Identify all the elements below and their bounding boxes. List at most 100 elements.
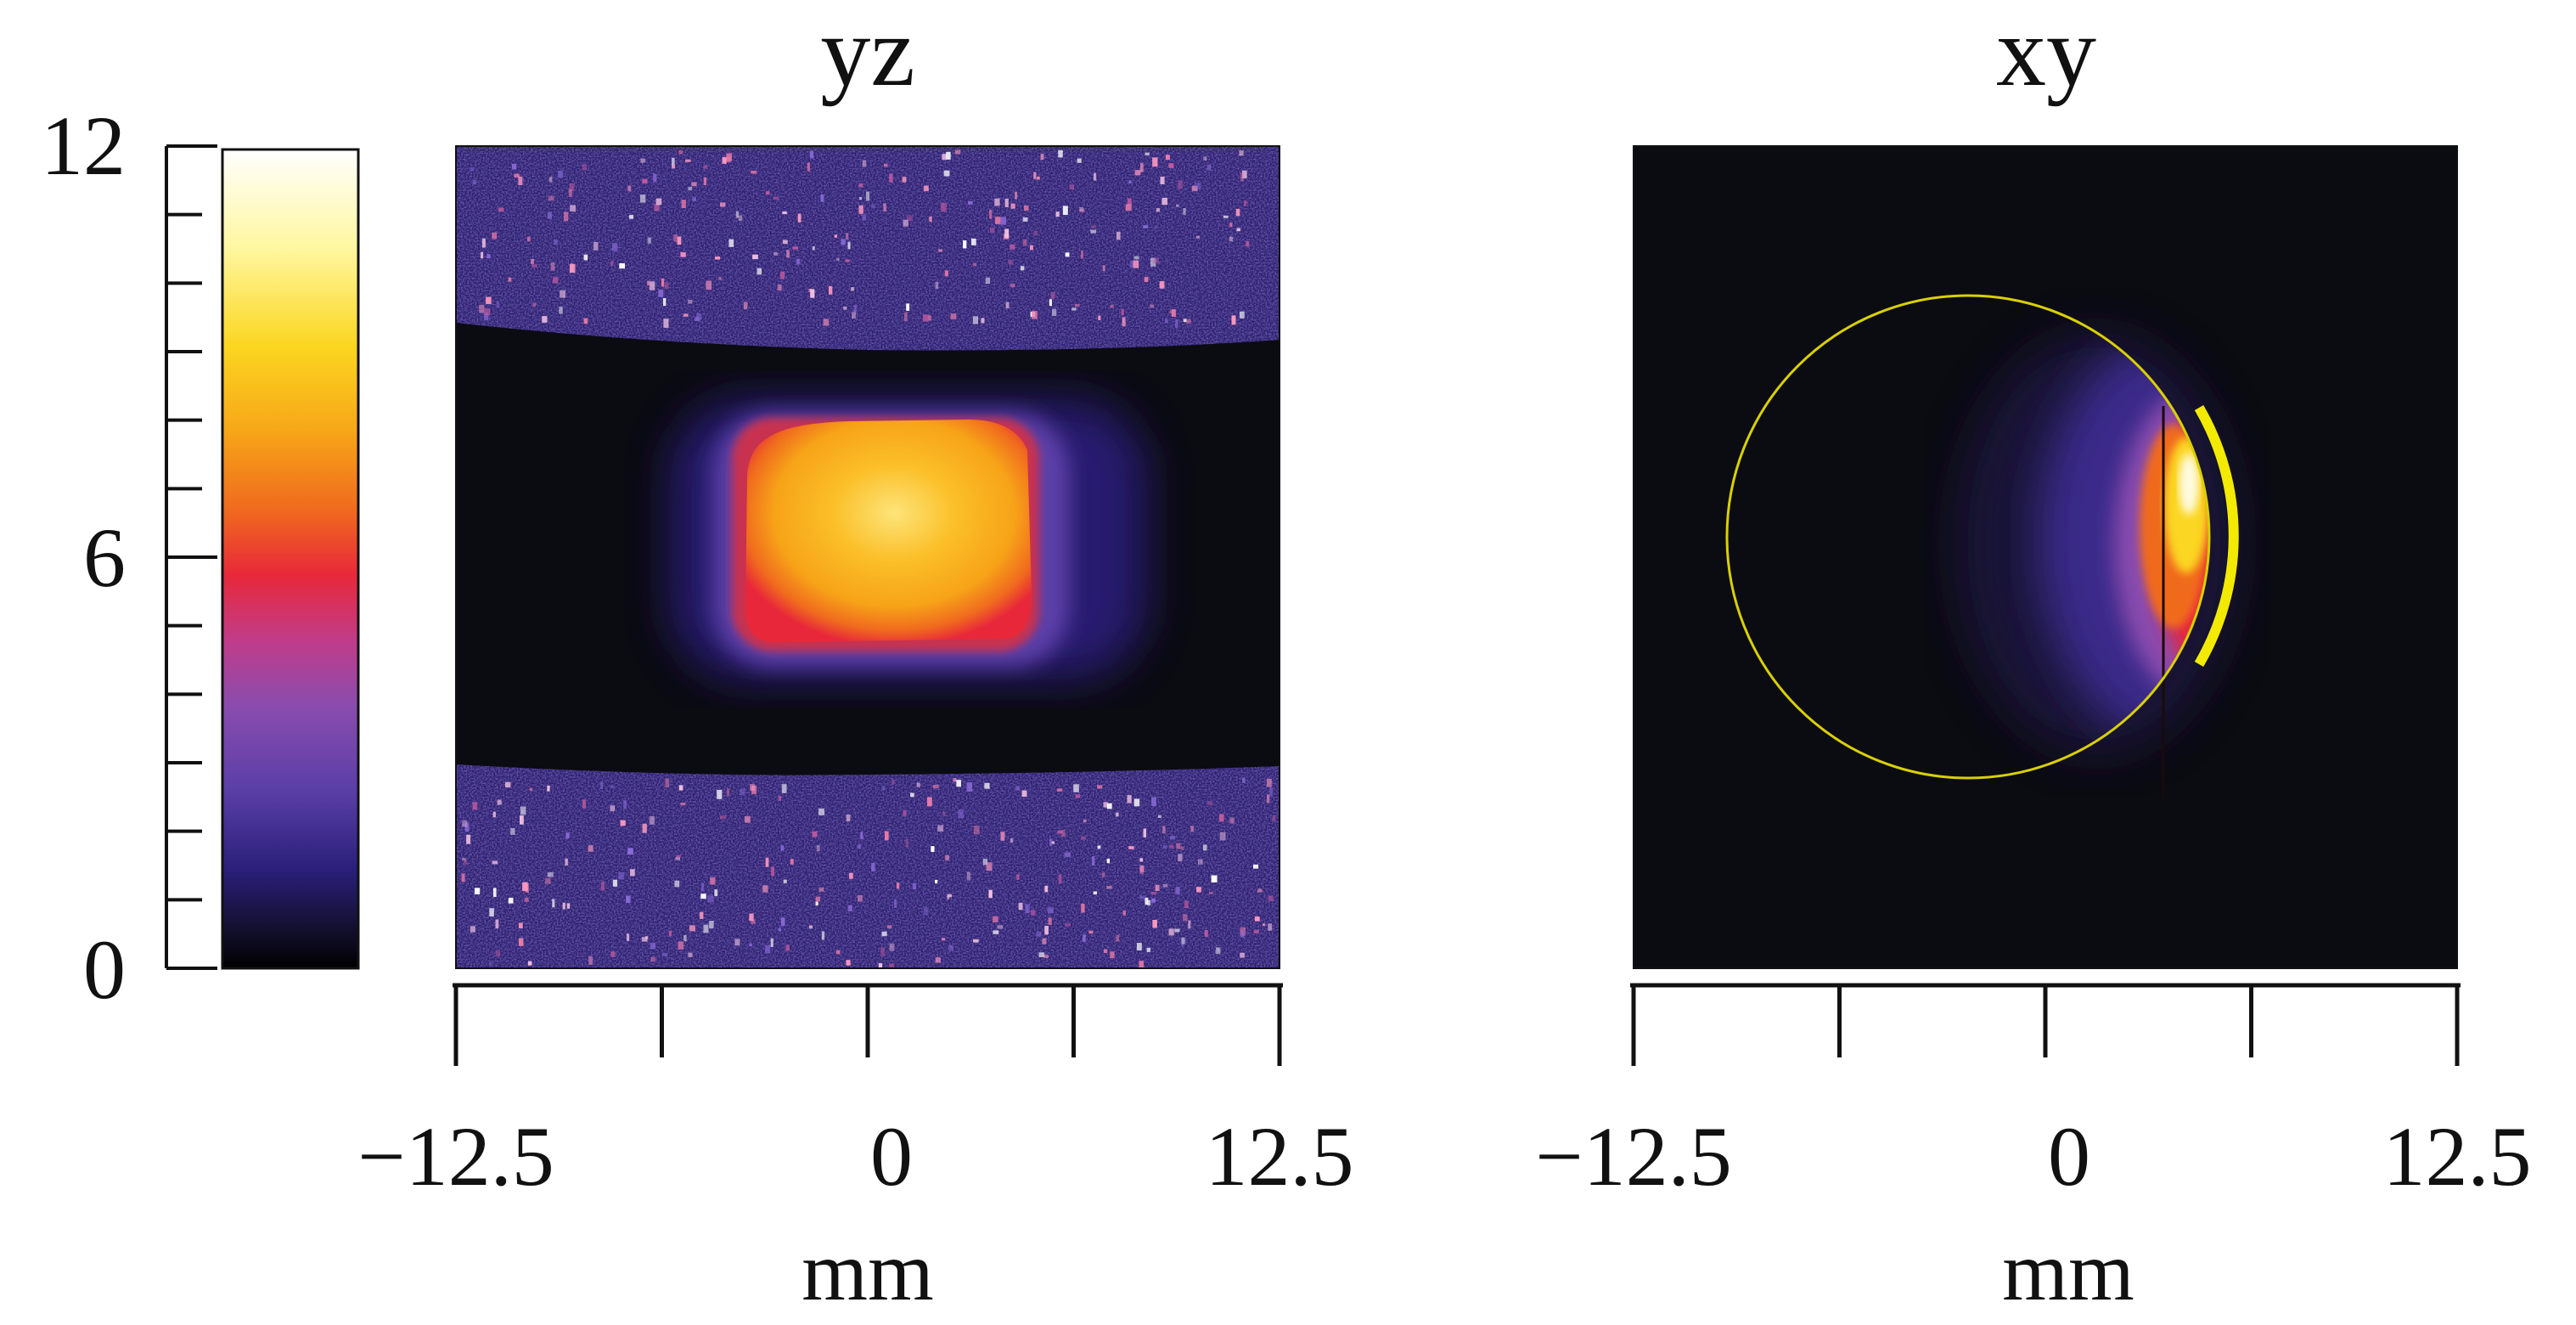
noise-speckle (472, 179, 476, 184)
noise-speckle (654, 204, 660, 211)
noise-speckle (1010, 838, 1014, 843)
noise-speckle (858, 205, 863, 214)
noise-speckle (1143, 828, 1147, 837)
noise-speckle (1197, 859, 1203, 865)
noise-speckle (1181, 937, 1185, 944)
yz-x-ticks (453, 984, 1282, 1066)
noise-speckle (1229, 236, 1234, 242)
noise-speckle (956, 780, 961, 787)
noise-speckle (714, 889, 718, 897)
noise-speckle (709, 921, 714, 929)
noise-speckle (1191, 185, 1198, 191)
noise-speckle (1058, 149, 1063, 158)
noise-speckle (1015, 786, 1021, 791)
noise-speckle (1023, 205, 1029, 211)
noise-speckle (942, 154, 947, 161)
noise-speckle (518, 922, 523, 928)
noise-speckle (519, 815, 524, 825)
noise-speckle (655, 198, 662, 206)
noise-speckle (1134, 170, 1141, 176)
noise-speckle (1051, 308, 1057, 317)
noise-speckle (1195, 183, 1201, 189)
noise-speckle (823, 319, 830, 326)
noise-speckle (896, 882, 900, 889)
noise-speckle (1050, 292, 1055, 299)
noise-speckle (524, 897, 529, 902)
noise-speckle (973, 939, 979, 943)
noise-speckle (619, 262, 626, 269)
noise-speckle (809, 150, 814, 159)
noise-speckle (497, 799, 502, 805)
noise-speckle (1103, 802, 1108, 808)
noise-speckle (495, 919, 499, 929)
noise-speckle (1229, 817, 1235, 824)
noise-speckle (728, 239, 734, 247)
noise-speckle (718, 276, 722, 280)
noise-speckle (778, 928, 782, 932)
noise-speckle (689, 925, 695, 932)
noise-speckle (858, 844, 861, 849)
noise-speckle (1242, 170, 1247, 178)
noise-speckle (1069, 184, 1074, 190)
noise-speckle (1176, 843, 1181, 849)
noise-speckle (1219, 832, 1226, 841)
noise-speckle (797, 213, 801, 223)
noise-speckle (462, 858, 466, 861)
noise-speckle (1190, 826, 1195, 832)
noise-speckle (967, 200, 973, 205)
noise-speckle (1016, 874, 1020, 880)
noise-speckle (688, 186, 692, 191)
noise-speckle (1036, 932, 1042, 937)
noise-speckle (588, 956, 593, 965)
noise-speckle (680, 802, 686, 806)
noise-speckle (893, 899, 897, 908)
noise-speckle (910, 792, 914, 798)
noise-speckle (1116, 812, 1119, 817)
noise-speckle (610, 805, 616, 812)
noise-speckle (752, 254, 758, 259)
noise-speckle (1074, 303, 1080, 307)
noise-speckle (1145, 897, 1149, 905)
noise-speckle (1043, 955, 1049, 959)
noise-speckle (1178, 854, 1183, 861)
noise-speckle (646, 280, 650, 285)
noise-speckle (462, 820, 467, 827)
noise-speckle (1152, 919, 1157, 928)
noise-speckle (928, 315, 931, 321)
noise-speckle (487, 254, 491, 259)
noise-speckle (727, 788, 730, 797)
noise-speckle (565, 858, 568, 866)
noise-speckle (1154, 225, 1158, 229)
noise-speckle (1097, 845, 1101, 849)
noise-speckle (691, 182, 697, 187)
noise-speckle (927, 797, 932, 807)
noise-speckle (783, 879, 787, 883)
noise-speckle (1048, 917, 1052, 925)
noise-speckle (545, 877, 551, 884)
noise-speckle (1211, 875, 1218, 882)
noise-speckle (707, 895, 714, 903)
noise-speckle (1110, 304, 1114, 308)
yz-x-tick-label-zero: 0 (870, 1109, 913, 1204)
noise-speckle (1178, 180, 1183, 189)
noise-speckle (672, 165, 675, 169)
noise-speckle (778, 795, 782, 801)
noise-speckle (1254, 916, 1260, 922)
noise-speckle (583, 318, 588, 324)
noise-speckle (932, 784, 939, 789)
xy-arc-marker (2194, 404, 2239, 668)
noise-speckle (762, 885, 768, 893)
noise-speckle (1272, 815, 1276, 822)
noise-speckle (1196, 887, 1201, 893)
noise-speckle (1151, 797, 1156, 807)
noise-speckle (1174, 928, 1180, 933)
noise-speckle (734, 939, 740, 946)
noise-speckle (662, 953, 668, 956)
noise-speckle (981, 318, 985, 324)
noise-speckle (703, 177, 706, 186)
noise-speckle (790, 859, 794, 865)
noise-speckle (1088, 930, 1094, 934)
noise-speckle (1106, 886, 1112, 889)
noise-speckle (1157, 815, 1161, 818)
noise-speckle (642, 178, 648, 183)
